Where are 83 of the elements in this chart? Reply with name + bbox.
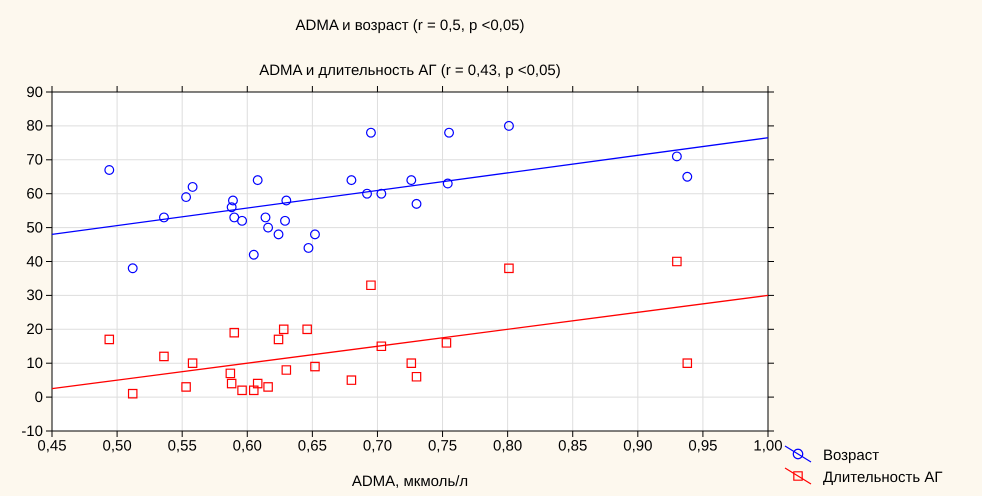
y-tick-label: 30 bbox=[26, 287, 43, 304]
point bbox=[346, 175, 356, 186]
point bbox=[181, 192, 192, 202]
point bbox=[672, 256, 682, 266]
y-tick-label: 50 bbox=[26, 219, 43, 236]
point bbox=[302, 324, 312, 334]
x-tick-label: 0,95 bbox=[688, 438, 718, 455]
point bbox=[274, 334, 284, 344]
point bbox=[362, 188, 372, 199]
x-axis-title: ADMA, мкмоль/л bbox=[352, 473, 468, 490]
point bbox=[504, 120, 514, 131]
point bbox=[412, 372, 422, 382]
legend-label: Возраст bbox=[823, 447, 880, 464]
point bbox=[406, 175, 416, 186]
x-tick-label: 0,85 bbox=[558, 438, 588, 455]
point bbox=[412, 198, 422, 209]
y-tick-label: 60 bbox=[26, 186, 43, 202]
point bbox=[406, 358, 416, 368]
point bbox=[237, 216, 248, 226]
point bbox=[376, 188, 386, 199]
x-tick-label: 0,70 bbox=[362, 438, 392, 455]
y-tick-label: 20 bbox=[26, 321, 43, 338]
y-tick-label: 40 bbox=[26, 253, 43, 270]
point bbox=[188, 182, 198, 192]
point bbox=[181, 382, 191, 392]
point bbox=[252, 175, 263, 186]
legend-label: Длительность АГ bbox=[823, 469, 943, 486]
point bbox=[188, 358, 198, 368]
point bbox=[682, 172, 692, 182]
point bbox=[346, 375, 356, 385]
point bbox=[260, 212, 270, 222]
point bbox=[104, 334, 114, 344]
x-tick-label: 1,00 bbox=[753, 438, 783, 455]
y-tick-label: 80 bbox=[26, 118, 43, 135]
x-tick-label: 0,60 bbox=[232, 438, 262, 455]
point bbox=[366, 128, 376, 138]
x-tick-label: 0,80 bbox=[493, 438, 522, 455]
point bbox=[281, 196, 292, 206]
point bbox=[228, 196, 238, 206]
x-tick-label: 0,50 bbox=[102, 438, 132, 455]
y-tick-label: 90 bbox=[26, 84, 43, 101]
point bbox=[159, 352, 169, 362]
point bbox=[682, 358, 692, 368]
point bbox=[310, 362, 320, 372]
point bbox=[226, 202, 237, 212]
y-tick-label: 70 bbox=[26, 152, 43, 169]
x-tick-label: 0,65 bbox=[298, 438, 327, 455]
point bbox=[128, 263, 138, 274]
point bbox=[226, 368, 236, 378]
point bbox=[442, 178, 453, 188]
point bbox=[104, 165, 114, 175]
point bbox=[366, 280, 376, 290]
point bbox=[672, 151, 682, 162]
point bbox=[237, 386, 247, 396]
x-tick-label: 0,90 bbox=[623, 438, 652, 455]
point bbox=[263, 382, 273, 392]
x-tick-label: 0,75 bbox=[428, 438, 458, 455]
chart-subtitle: ADMA и длительность АГ (r = 0,43, p <0,05) bbox=[259, 62, 561, 79]
point bbox=[274, 229, 284, 240]
point bbox=[278, 324, 289, 334]
point bbox=[248, 250, 259, 260]
point bbox=[128, 388, 138, 398]
point bbox=[303, 242, 314, 253]
point bbox=[249, 386, 259, 396]
point bbox=[263, 222, 274, 233]
point bbox=[310, 229, 320, 240]
point bbox=[229, 212, 240, 222]
y-tick-label: 10 bbox=[26, 355, 43, 372]
x-tick-label: 0,45 bbox=[37, 438, 67, 455]
point bbox=[158, 212, 169, 222]
point bbox=[229, 328, 240, 338]
y-tick-label: 0 bbox=[34, 388, 43, 406]
x-tick-label: 0,55 bbox=[168, 438, 197, 455]
point bbox=[226, 378, 236, 388]
y-tick-label: -10 bbox=[21, 422, 43, 440]
point bbox=[504, 263, 514, 274]
point bbox=[282, 365, 292, 375]
point bbox=[252, 378, 262, 388]
point bbox=[442, 338, 452, 348]
point bbox=[280, 216, 290, 226]
point bbox=[376, 341, 386, 352]
chart-title: ADMA и возраст (r = 0,5, p <0,05) bbox=[295, 17, 525, 34]
point bbox=[444, 128, 454, 138]
